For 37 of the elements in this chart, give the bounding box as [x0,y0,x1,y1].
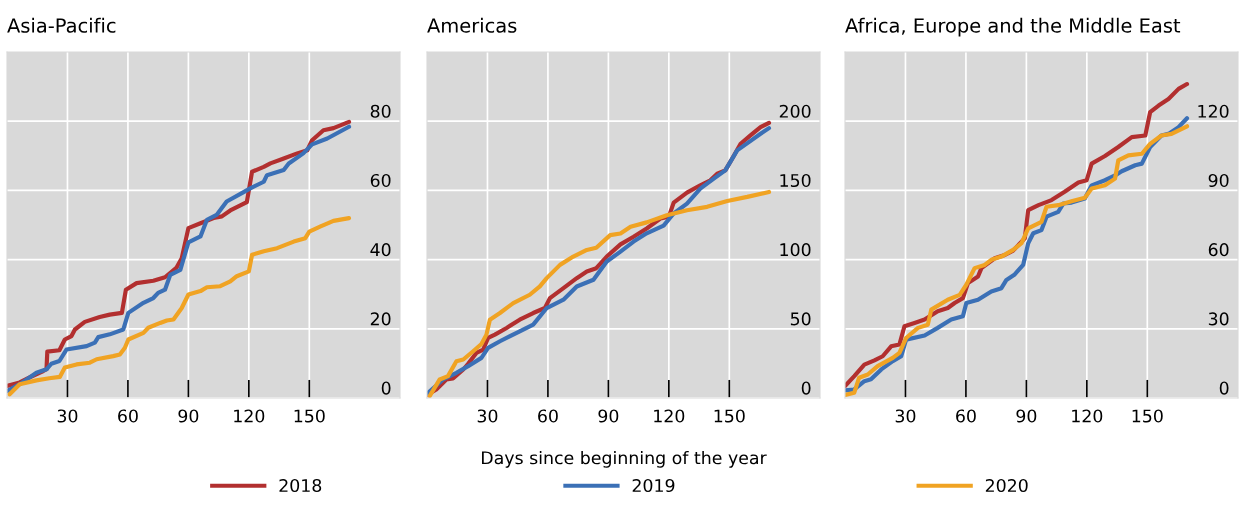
x-axis-title: Days since beginning of the year [482,450,767,468]
y-tick-label: 60 [1208,243,1229,257]
legend-label: 2018 [279,478,322,493]
x-tick-label: 90 [598,409,619,423]
legend-label: 2020 [985,478,1028,493]
y-tick-label: 50 [790,312,811,326]
legend-label: 2019 [632,478,675,493]
y-tick-label: 100 [780,243,811,257]
x-tick-label: 30 [477,409,498,423]
x-tick-label: 30 [57,409,78,423]
chart-title: Africa, Europe and the Middle East [845,17,1181,37]
y-tick-label: 40 [370,243,391,257]
x-tick-label: 90 [178,409,199,423]
y-tick-label: 200 [779,104,811,118]
chart-title: Americas [427,17,517,33]
y-tick-label: 90 [1208,173,1229,188]
x-tick-label: 150 [714,409,745,423]
chart-title: Asia-Pacific [7,17,116,33]
y-tick-label: 0 [381,381,391,395]
x-tick-label: 30 [895,409,916,423]
y-tick-label: 60 [370,173,391,188]
y-tick-label: 0 [1219,381,1229,395]
y-tick-label: 80 [370,104,391,118]
x-tick-label: 150 [1132,409,1163,423]
y-tick-label: 20 [370,312,391,326]
y-tick-label: 150 [780,173,811,188]
x-tick-label: 90 [1016,409,1037,423]
x-tick-label: 120 [1072,409,1103,423]
x-tick-label: 120 [654,409,685,423]
y-tick-label: 30 [1208,312,1229,326]
y-tick-label: 120 [1198,104,1229,118]
x-tick-label: 120 [234,409,265,423]
y-tick-label: 0 [801,381,811,395]
x-tick-label: 150 [294,409,325,423]
x-tick-label: 60 [956,409,976,423]
x-tick-label: 60 [538,409,558,423]
x-tick-label: 60 [118,409,138,423]
